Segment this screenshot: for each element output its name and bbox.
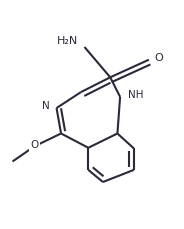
Text: H₂N: H₂N: [56, 36, 78, 46]
Text: O: O: [30, 140, 38, 150]
Text: N: N: [42, 101, 50, 111]
Text: NH: NH: [128, 90, 143, 100]
Text: O: O: [155, 53, 163, 63]
